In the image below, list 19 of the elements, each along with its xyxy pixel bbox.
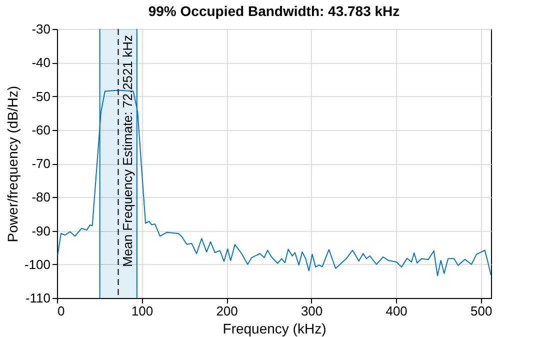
- x-tick-label: 100: [131, 304, 154, 318]
- y-tick-label: -40: [32, 55, 50, 70]
- x-tick-label: 200: [216, 304, 238, 318]
- y-tick-label: -70: [32, 156, 50, 171]
- y-tick-label: -60: [32, 122, 50, 138]
- ref-line-label: Mean Frequency Estimate: 72.2521 kHz: [120, 35, 136, 267]
- x-tick-label: 400: [386, 304, 408, 318]
- y-axis-title: Power/frequency (dB/Hz): [4, 86, 20, 242]
- x-tick-label: 500: [470, 304, 492, 318]
- x-tick-label: 0: [58, 304, 65, 318]
- y-tick-label: -110: [25, 290, 50, 306]
- y-tick-label: -100: [24, 256, 50, 272]
- x-tick-label: 300: [300, 304, 323, 318]
- y-tick-label: -90: [32, 223, 50, 238]
- x-axis-title: Frequency (kHz): [222, 320, 326, 336]
- y-tick-label: -50: [32, 88, 50, 104]
- y-tick-label: -80: [32, 190, 50, 205]
- chart-title: 99% Occupied Bandwidth: 43.783 kHz: [148, 3, 400, 19]
- y-tick-label: -30: [32, 22, 50, 36]
